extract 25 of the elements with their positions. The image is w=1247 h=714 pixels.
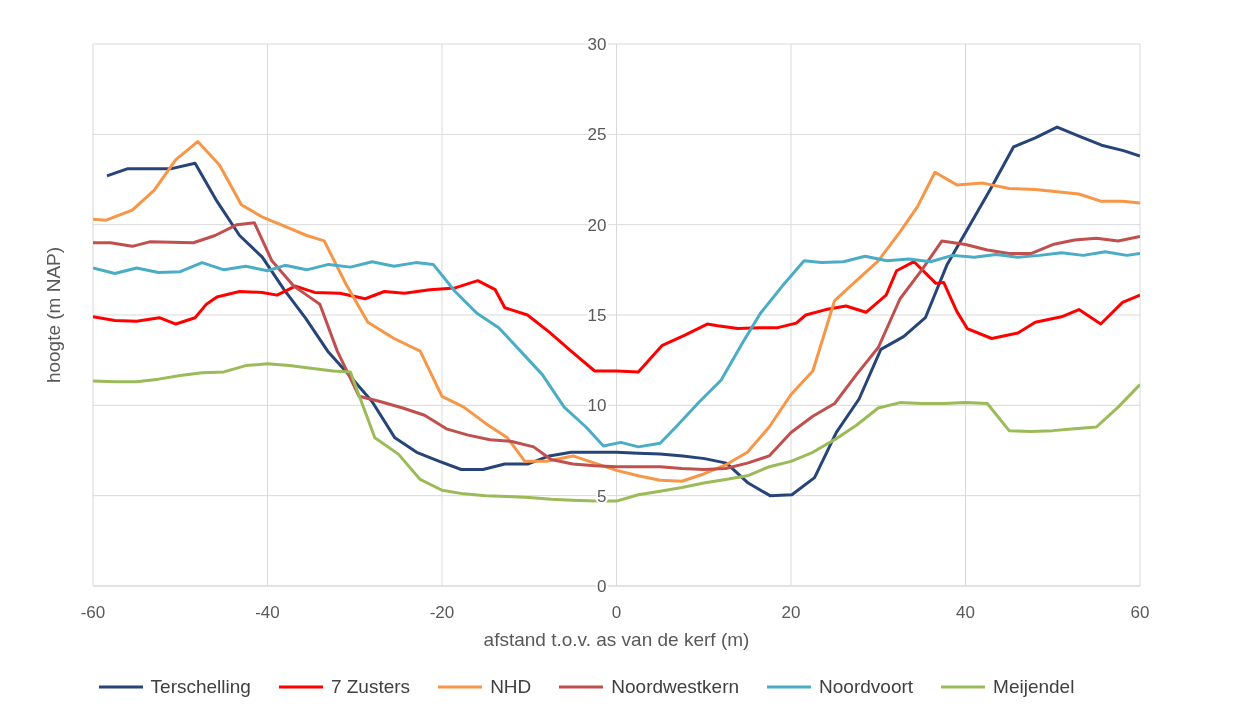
y-axis-title: hoogte (m NAP) — [42, 246, 64, 384]
y-tick-label: 15 — [587, 306, 607, 325]
y-tick-label: 0 — [597, 577, 607, 596]
x-tick-label: 0 — [611, 603, 622, 623]
legend-label: 7 Zusters — [330, 676, 411, 698]
line-series — [93, 221, 1140, 471]
legend-label: Meijendel — [993, 676, 1075, 698]
legend-label: Terschelling — [150, 676, 251, 698]
y-tick-label: 30 — [587, 35, 607, 54]
y-tick-label: 20 — [587, 215, 607, 235]
line-series — [93, 260, 1140, 374]
legend-label: Noordvoort — [819, 676, 914, 698]
x-axis-title: afstand t.o.v. as van de kerf (m) — [483, 629, 750, 650]
x-tick-label: 40 — [956, 603, 975, 623]
x-tick-label: -60 — [80, 603, 106, 623]
y-tick-label: 10 — [587, 396, 607, 416]
x-tick-label: 60 — [1130, 603, 1150, 623]
x-tick-label: 20 — [781, 603, 801, 623]
line-series — [93, 362, 1140, 503]
x-tick-label: -40 — [255, 603, 280, 623]
line-series — [93, 250, 1140, 449]
y-tick-label: 25 — [587, 125, 607, 145]
x-tick-label: -20 — [429, 603, 455, 623]
legend-label: NHD — [490, 676, 532, 698]
legend-label: Noordwestkern — [611, 676, 740, 698]
